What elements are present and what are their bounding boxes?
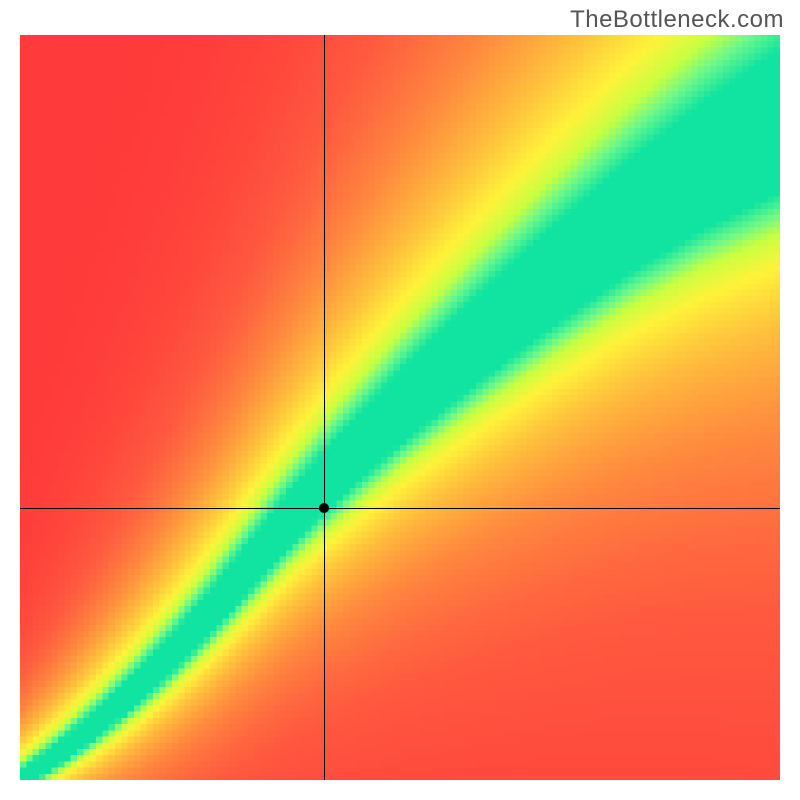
heatmap-chart [20, 35, 780, 780]
watermark-text: TheBottleneck.com [570, 6, 784, 34]
marker-point [319, 503, 329, 513]
crosshair-vertical [324, 35, 325, 780]
heatmap-canvas [20, 35, 780, 780]
crosshair-horizontal [20, 508, 780, 509]
